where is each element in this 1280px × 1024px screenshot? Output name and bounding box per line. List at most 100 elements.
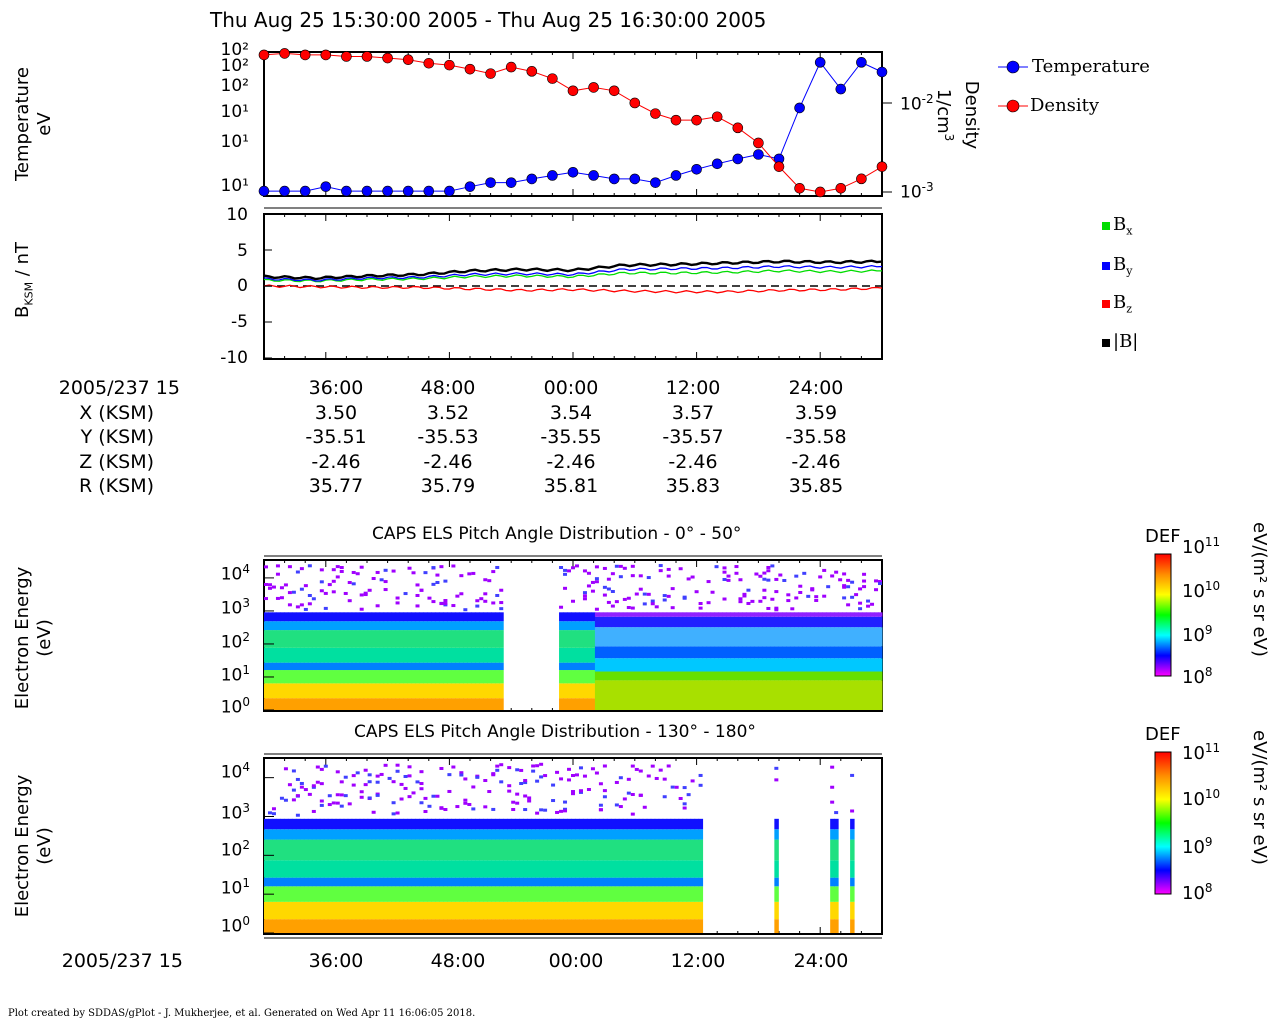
heatmap-cell: [878, 671, 883, 681]
heatmap-cell: [702, 646, 708, 659]
heatmap-cell: [850, 595, 855, 599]
heatmap-cell: [842, 658, 847, 672]
heatmap-cell: [283, 683, 289, 699]
heatmap-cell: [750, 612, 755, 617]
heatmap-cell: [594, 616, 600, 628]
heatmap-cell: [563, 572, 568, 576]
heatmap-cell: [674, 658, 680, 672]
spec2-cells: [264, 762, 855, 933]
heatmap-cell: [634, 829, 640, 840]
heatmap-cell: [499, 607, 504, 611]
heatmap-cell: [618, 564, 623, 568]
heatmap-cell: [295, 605, 300, 609]
heatmap-cell: [858, 627, 863, 647]
heatmap-cell: [267, 621, 273, 631]
heatmap-cell: [351, 860, 357, 878]
heatmap-cell: [634, 680, 640, 710]
heatmap-cell: [403, 670, 409, 684]
heatmap-cell: [738, 680, 743, 710]
heatmap-cell: [854, 616, 859, 628]
heatmap-cell: [666, 616, 672, 628]
heatmap-cell: [431, 630, 436, 648]
heatmap-cell: [590, 612, 596, 622]
heatmap-cell: [283, 612, 289, 622]
heatmap-cell: [307, 564, 312, 568]
heatmap-cell: [471, 919, 476, 933]
heatmap-cell: [754, 627, 759, 647]
heatmap-cell: [690, 616, 696, 628]
heatmap-cell: [862, 671, 867, 681]
heatmap-cell: [331, 860, 337, 878]
heatmap-cell: [283, 818, 289, 830]
heatmap-cell: [654, 671, 660, 681]
heatmap-cell: [339, 698, 345, 710]
heatmap-cell: [543, 808, 548, 812]
heatmap-cell: [730, 627, 735, 647]
heatmap-cell: [523, 808, 528, 812]
heatmap-cell: [291, 860, 297, 878]
heatmap-cell: [319, 698, 325, 710]
heatmap-cell: [359, 886, 365, 902]
heatmap-cell: [598, 616, 604, 628]
heatmap-cell: [602, 795, 607, 799]
heatmap-cell: [634, 592, 639, 596]
heatmap-cell: [451, 630, 456, 648]
heatmap-cell: [483, 683, 488, 699]
heatmap-cell: [606, 839, 612, 861]
heatmap-cell: [347, 647, 353, 663]
heatmap-cell: [419, 877, 424, 887]
heatmap-cell: [850, 671, 855, 681]
heatmap-cell: [383, 612, 389, 622]
heatmap-cell: [479, 670, 484, 684]
heatmap-cell: [794, 671, 799, 681]
heatmap-cell: [551, 818, 556, 830]
heatmap-cell: [866, 658, 871, 672]
data-point-temperature: [876, 66, 888, 78]
heatmap-cell: [786, 599, 791, 603]
heatmap-cell: [686, 658, 692, 672]
heatmap-cell: [650, 877, 656, 887]
heatmap-cell: [598, 919, 604, 933]
heatmap-cell: [622, 797, 627, 801]
heatmap-cell: [331, 612, 337, 622]
heatmap-cell: [590, 829, 596, 840]
heatmap-cell: [483, 860, 488, 878]
series-line-Bx: [263, 269, 883, 283]
heatmap-cell: [666, 658, 672, 672]
heatmap-cell: [327, 647, 333, 663]
heatmap-cell: [343, 829, 349, 840]
heatmap-cell: [419, 612, 424, 622]
bottom-tick-1: 48:00: [430, 950, 486, 972]
heatmap-cell: [586, 630, 592, 648]
heatmap-cell: [666, 646, 672, 659]
heatmap-cell: [339, 818, 345, 830]
heatmap-cell: [706, 601, 711, 605]
heatmap-cell: [582, 662, 588, 671]
heatmap-cell: [311, 860, 317, 878]
heatmap-cell: [567, 901, 572, 920]
heatmap-cell: [275, 860, 281, 878]
heatmap-cell: [511, 807, 516, 811]
heatmap-cell: [271, 670, 277, 684]
heatmap-cell: [802, 680, 807, 710]
heatmap-cell: [634, 860, 640, 878]
heatmap-cell: [487, 647, 492, 663]
heatmap-cell: [327, 670, 333, 684]
heatmap-cell: [826, 627, 831, 647]
heatmap-cell: [315, 670, 321, 684]
heatmap-cell: [862, 579, 867, 583]
heatmap-cell: [658, 564, 663, 568]
heatmap-cell: [451, 604, 456, 608]
heatmap-cell: [571, 860, 576, 878]
heatmap-cell: [435, 919, 440, 933]
heatmap-cell: [650, 901, 656, 920]
heatmap-cell: [590, 683, 596, 699]
heatmap-cell: [307, 630, 313, 648]
heatmap-cell: [499, 877, 504, 887]
heatmap-cell: [355, 670, 361, 684]
heatmap-cell: [634, 612, 640, 617]
heatmap-cell: [451, 919, 456, 933]
heatmap-cell: [419, 818, 424, 830]
heatmap-cell: [455, 662, 460, 671]
heatmap-cell: [467, 621, 472, 631]
